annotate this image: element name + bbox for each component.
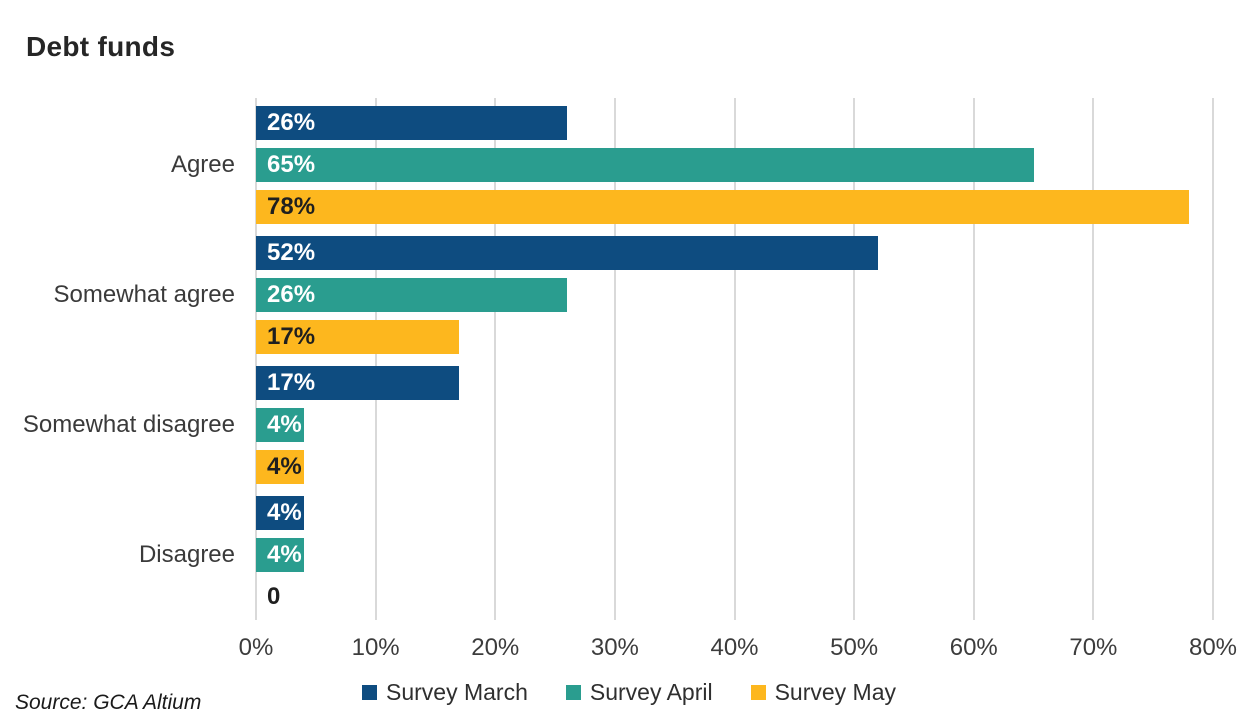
legend-item: Survey May (750, 679, 897, 706)
bar-value-label: 17% (267, 323, 316, 350)
x-tick-label: 50% (830, 634, 879, 661)
gridline (733, 98, 736, 620)
x-tick-label: 10% (351, 634, 400, 661)
category-label: Somewhat agree (53, 281, 235, 308)
gridline (494, 98, 497, 620)
category-label: Agree (170, 151, 235, 178)
bar-group: 52% 26% 17% (256, 236, 1213, 354)
bar-value-label: 26% (267, 109, 316, 136)
legend: Survey March Survey April Survey May (0, 679, 1258, 706)
gridline (255, 98, 257, 620)
bar-group: 26% 65% 78% (256, 106, 1213, 224)
legend-swatch (565, 685, 581, 700)
gridline (374, 98, 377, 620)
category-axis: Agree Somewhat agree Somewhat disagree Disa… (0, 98, 235, 620)
zero-value-label: 0 (267, 583, 281, 610)
gridline (1092, 98, 1095, 620)
bar: 4% (256, 538, 304, 572)
plot-area: 26% 65% 78% 52% 26% 17% 17% 4% 4% 4% 4% 0 (255, 98, 1214, 620)
bar-value-label: 78% (267, 193, 316, 220)
bar-value-label: 4% (267, 411, 302, 438)
bar-value-label: 4% (267, 499, 302, 526)
x-tick-label: 30% (590, 634, 639, 661)
chart-title: Debt funds (26, 31, 176, 62)
legend-swatch (750, 685, 766, 700)
x-tick-label: 80% (1188, 634, 1238, 661)
bar: 26% (256, 278, 568, 312)
x-tick-label: 70% (1069, 634, 1118, 661)
bar: 52% (256, 236, 879, 270)
bar: 4% (256, 496, 304, 530)
gridline (1212, 98, 1214, 620)
bar: 4% (256, 408, 304, 442)
x-tick-label: 60% (949, 634, 998, 661)
legend-item: Survey March (361, 679, 528, 706)
bar: 26% (256, 106, 568, 140)
gridline (853, 98, 856, 620)
x-tick-label: 0% (238, 634, 274, 661)
source-note: Source: GCA Altium (15, 691, 202, 714)
legend-swatch (361, 685, 377, 700)
legend-label: Survey April (589, 679, 713, 705)
bar-value-label: 4% (267, 541, 302, 568)
bar: 17% (256, 366, 460, 400)
bar: 4% (256, 450, 304, 484)
bar: 65% (256, 148, 1034, 182)
bar: 17% (256, 320, 460, 354)
bar: 78% (256, 190, 1190, 224)
bar-value-label: 52% (267, 239, 316, 266)
x-tick-label: 40% (710, 634, 759, 661)
bar-value-label: 65% (267, 151, 316, 178)
gridline (613, 98, 616, 620)
gridline (972, 98, 975, 620)
bar-group: 4% 4% 0 (256, 496, 1213, 614)
x-axis: 0% 10% 20% 30% 40% 50% 60% 70% 80% (239, 634, 1237, 666)
category-label: Somewhat disagree (22, 411, 235, 438)
legend-label: Survey May (774, 679, 897, 705)
bar-value-label: 26% (267, 281, 316, 308)
category-label: Disagree (138, 541, 235, 568)
bar-value-label: 4% (267, 453, 302, 480)
x-tick-label: 20% (471, 634, 520, 661)
legend-label: Survey March (385, 679, 528, 705)
bar-value-label: 17% (267, 369, 316, 396)
legend-item: Survey April (565, 679, 713, 706)
bar-group: 17% 4% 4% (256, 366, 1213, 484)
